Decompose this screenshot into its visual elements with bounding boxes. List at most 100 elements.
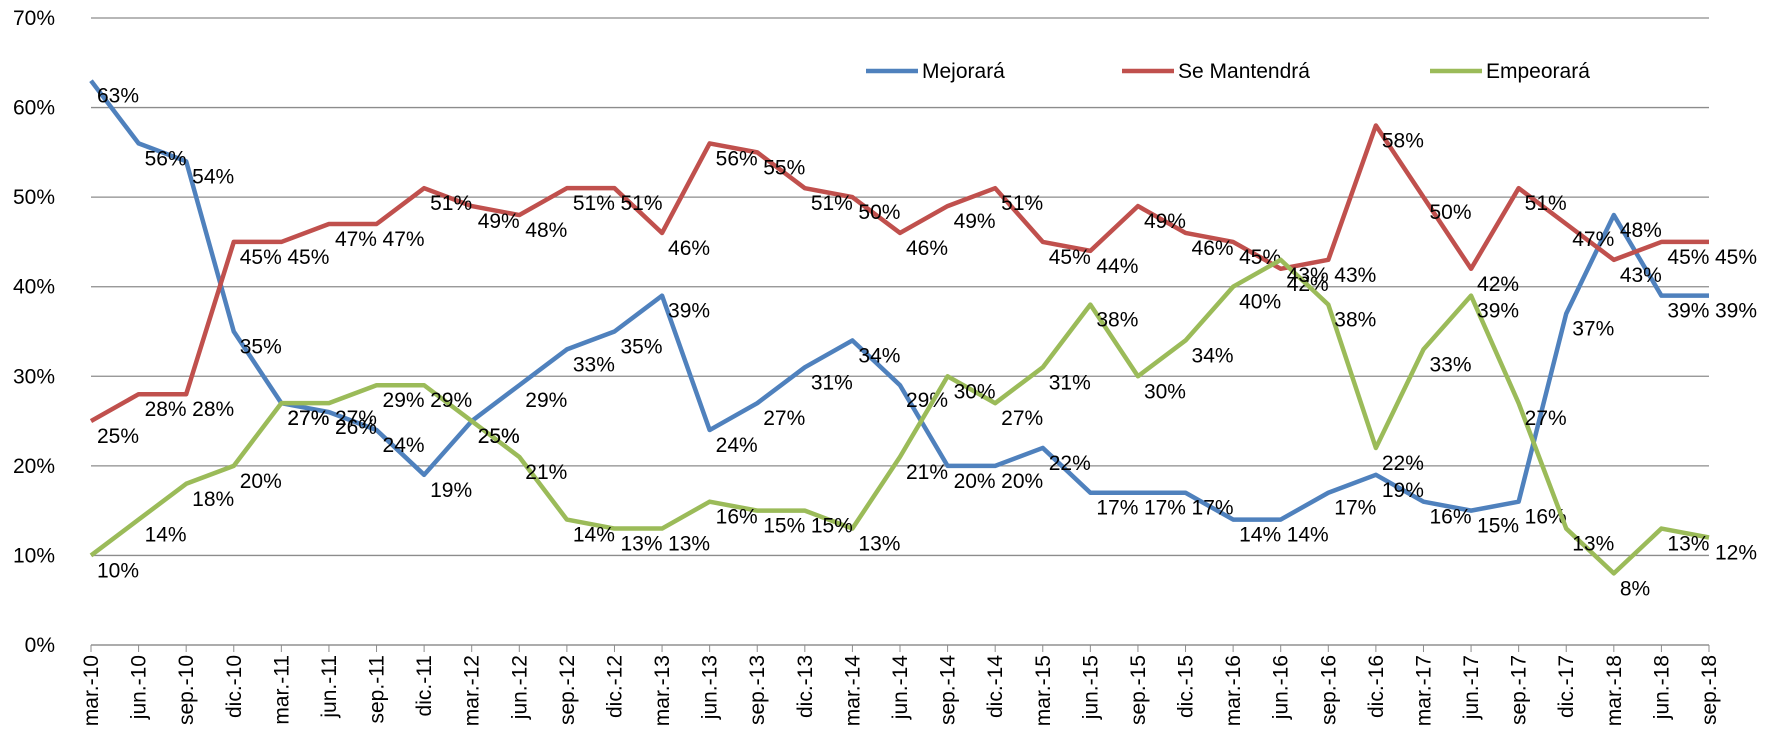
data-label: 46% (906, 237, 948, 260)
data-label: 30% (954, 380, 996, 403)
data-label: 16% (716, 506, 758, 529)
x-tick-label: jun.-12 (508, 655, 531, 720)
data-label: 44% (1096, 255, 1138, 278)
data-label: 16% (1525, 506, 1567, 529)
x-tick-label: sep.-11 (366, 655, 389, 724)
data-label: 28% (145, 398, 187, 421)
data-label: 51% (620, 192, 662, 215)
data-label: 49% (954, 210, 996, 233)
series-line (89, 257, 1710, 576)
data-label: 48% (525, 219, 567, 242)
legend-label: Empeorará (1486, 60, 1590, 83)
y-tick-label: 70% (13, 7, 55, 30)
data-label: 51% (573, 192, 615, 215)
x-tick-label: mar.-18 (1603, 655, 1626, 726)
x-tick-label: mar.-12 (461, 655, 484, 726)
legend-label: Se Mantendrá (1178, 60, 1310, 83)
data-label: 12% (1715, 542, 1757, 565)
data-label: 47% (335, 228, 377, 251)
data-label: 29% (525, 389, 567, 412)
data-label: 18% (192, 488, 234, 511)
x-tick-label: mar.-13 (651, 655, 674, 726)
data-label: 14% (1287, 524, 1329, 547)
data-label: 45% (1715, 246, 1757, 269)
x-tick-label: dic.-17 (1555, 655, 1578, 718)
data-label: 28% (192, 398, 234, 421)
x-tick-label: mar.-14 (841, 655, 864, 727)
data-label: 34% (1192, 344, 1234, 367)
x-tick-label: jun.-10 (128, 655, 151, 720)
data-label: 27% (763, 407, 805, 430)
data-label: 20% (954, 470, 996, 493)
y-tick-label: 30% (13, 365, 55, 388)
data-label: 15% (811, 515, 853, 538)
data-label: 46% (668, 237, 710, 260)
data-label: 26% (335, 416, 377, 439)
data-label: 63% (97, 85, 139, 108)
data-label: 58% (1382, 129, 1424, 152)
x-tick-label: dic.-11 (413, 655, 436, 716)
data-label: 51% (811, 192, 853, 215)
data-label: 43% (1620, 264, 1662, 287)
x-tick-label: jun.-11 (318, 655, 341, 719)
data-label: 29% (383, 389, 425, 412)
legend-label: Mejorará (922, 60, 1005, 83)
series-line (89, 79, 1709, 522)
data-label: 10% (97, 559, 139, 582)
x-tick-label: mar.-15 (1032, 655, 1055, 726)
x-tick-label: sep.-13 (746, 655, 769, 725)
data-label: 29% (430, 389, 472, 412)
data-label: 20% (240, 470, 282, 493)
data-label: 45% (1667, 246, 1709, 269)
data-label: 31% (1049, 371, 1091, 394)
x-tick-label: jun.-15 (1079, 655, 1102, 720)
x-tick-label: sep.-10 (175, 655, 198, 725)
x-tick-label: dic.-12 (603, 655, 626, 718)
data-label: 21% (525, 461, 567, 484)
data-label: 45% (1049, 246, 1091, 269)
data-label: 39% (1715, 300, 1757, 323)
data-label: 39% (668, 300, 710, 323)
data-label: 42% (1477, 273, 1519, 296)
data-label: 14% (1239, 524, 1281, 547)
data-label: 33% (573, 353, 615, 376)
data-label: 8% (1620, 577, 1650, 600)
data-label: 25% (97, 425, 139, 448)
x-tick-label: sep.-18 (1698, 655, 1721, 725)
data-label: 48% (1620, 219, 1662, 242)
data-label: 43% (1287, 264, 1329, 287)
data-label: 27% (335, 407, 377, 430)
data-label: 13% (1667, 533, 1709, 556)
x-tick-label: sep.-16 (1317, 655, 1340, 725)
data-label: 14% (573, 524, 615, 547)
data-label: 21% (906, 461, 948, 484)
data-label: 27% (287, 407, 329, 430)
data-label: 13% (620, 533, 662, 556)
data-label: 34% (858, 344, 900, 367)
data-label: 19% (430, 479, 472, 502)
data-label: 35% (620, 336, 662, 359)
data-label: 45% (287, 246, 329, 269)
data-label: 13% (1572, 533, 1614, 556)
data-label: 22% (1382, 452, 1424, 475)
data-label: 39% (1667, 300, 1709, 323)
data-label: 13% (668, 533, 710, 556)
x-tick-label: jun.-18 (1650, 655, 1673, 720)
data-label: 50% (858, 201, 900, 224)
data-label: 27% (1525, 407, 1567, 430)
x-tick-label: mar.-16 (1222, 655, 1245, 726)
y-tick-label: 50% (13, 186, 55, 209)
x-tick-label: dic.-10 (223, 655, 246, 718)
data-label: 19% (1382, 479, 1424, 502)
data-label: 35% (240, 336, 282, 359)
data-label: 15% (1477, 515, 1519, 538)
x-tick-label: sep.-15 (1127, 655, 1150, 725)
data-label: 56% (716, 147, 758, 170)
y-tick-label: 0% (25, 634, 55, 657)
data-label: 17% (1334, 497, 1376, 520)
x-tick-label: mar.-11 (270, 655, 293, 725)
data-label: 56% (145, 147, 187, 170)
x-tick-label: jun.-16 (1270, 655, 1293, 720)
x-tick-label: dic.-13 (794, 655, 817, 718)
